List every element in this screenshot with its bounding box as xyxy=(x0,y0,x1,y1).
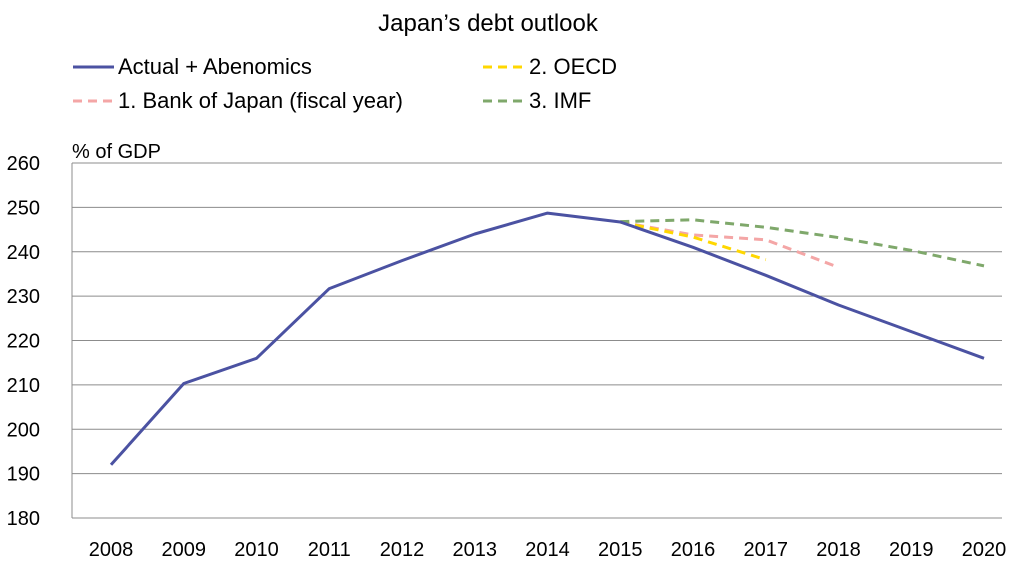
legend-entry-imf: 3. IMF xyxy=(483,88,591,113)
series-lines xyxy=(109,211,985,466)
y-tick-labels: 180 190 200 210 220 230 240 250 260 xyxy=(7,153,40,530)
y-tick-label: 190 xyxy=(7,464,40,486)
y-tick-label: 250 xyxy=(7,197,40,219)
y-axis-unit-label: % of GDP xyxy=(72,141,161,163)
series-line-2-oecd xyxy=(619,220,767,262)
y-tick-label: 230 xyxy=(7,286,40,308)
x-tick-label: 2016 xyxy=(671,539,716,561)
y-tick-label: 210 xyxy=(7,375,40,397)
legend-entry-actual: Actual + Abenomics xyxy=(73,54,312,79)
x-tick-label: 2018 xyxy=(816,539,861,561)
legend-entry-oecd: 2. OECD xyxy=(483,54,617,79)
x-tick-labels: 2008 2009 2010 2011 2012 2013 2014 2015 2016 2017… xyxy=(89,539,1007,561)
series-line-3-imf xyxy=(620,218,985,268)
legend-label-imf: 3. IMF xyxy=(529,88,591,113)
legend-label-actual: Actual + Abenomics xyxy=(118,54,312,79)
y-tick-label: 260 xyxy=(7,153,40,175)
y-tick-label: 220 xyxy=(7,331,40,353)
x-tick-label: 2014 xyxy=(525,539,570,561)
legend-entry-boj: 1. Bank of Japan (fiscal year) xyxy=(73,88,403,113)
series-line-actual-abenomics xyxy=(109,211,985,466)
gridlines xyxy=(71,162,1002,519)
x-tick-label: 2019 xyxy=(889,539,934,561)
y-tick-label: 240 xyxy=(7,242,40,264)
y-tick-label: 180 xyxy=(7,508,40,530)
x-tick-label: 2011 xyxy=(308,539,351,561)
legend-label-oecd: 2. OECD xyxy=(529,54,617,79)
x-tick-label: 2008 xyxy=(89,539,134,561)
legend-label-boj: 1. Bank of Japan (fiscal year) xyxy=(118,88,403,113)
x-tick-label: 2017 xyxy=(744,539,789,561)
x-tick-label: 2015 xyxy=(598,539,643,561)
x-tick-label: 2012 xyxy=(380,539,425,561)
y-tick-label: 200 xyxy=(7,419,40,441)
x-tick-label: 2020 xyxy=(962,539,1007,561)
x-tick-label: 2013 xyxy=(453,539,498,561)
legend: Actual + Abenomics 2. OECD 1. Bank of Ja… xyxy=(73,54,617,113)
x-tick-label: 2010 xyxy=(234,539,279,561)
x-tick-label: 2009 xyxy=(162,539,207,561)
chart-title: Japan’s debt outlook xyxy=(378,10,599,37)
